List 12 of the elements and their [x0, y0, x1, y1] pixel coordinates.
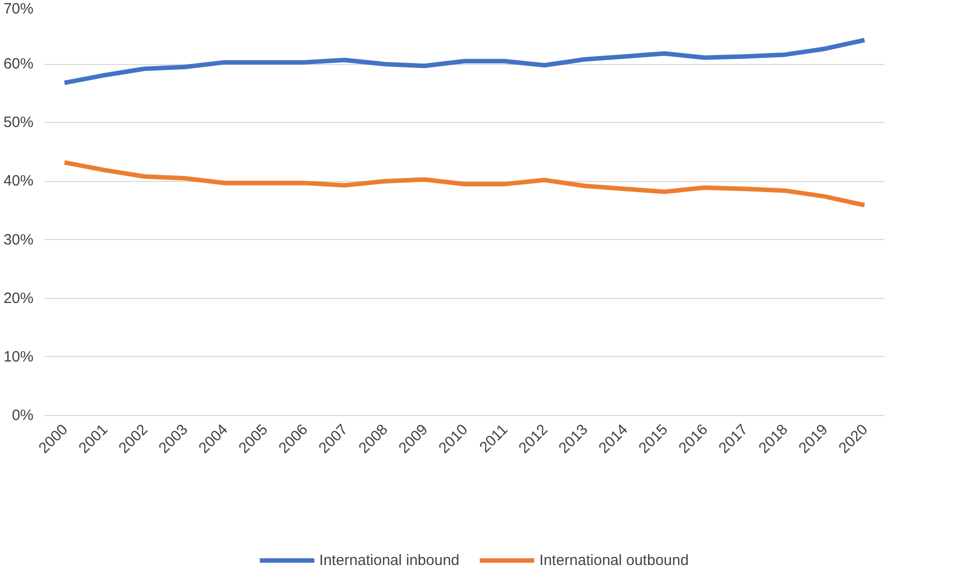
y-tick-label: 70%: [3, 0, 34, 18]
y-tick-label: 50%: [3, 114, 34, 132]
y-tick-label: 20%: [3, 290, 34, 307]
line-series: [62, 38, 867, 86]
y-tick-label: 40%: [3, 172, 34, 190]
y-tick-label: 60%: [3, 56, 34, 73]
y-tick-label: 30%: [3, 231, 34, 248]
y-tick-label: 0%: [12, 407, 34, 424]
legend-label: International outbound: [539, 552, 689, 568]
line-series: [62, 160, 867, 208]
legend-label: International inbound: [319, 552, 460, 568]
y-tick-label: 10%: [3, 348, 34, 366]
